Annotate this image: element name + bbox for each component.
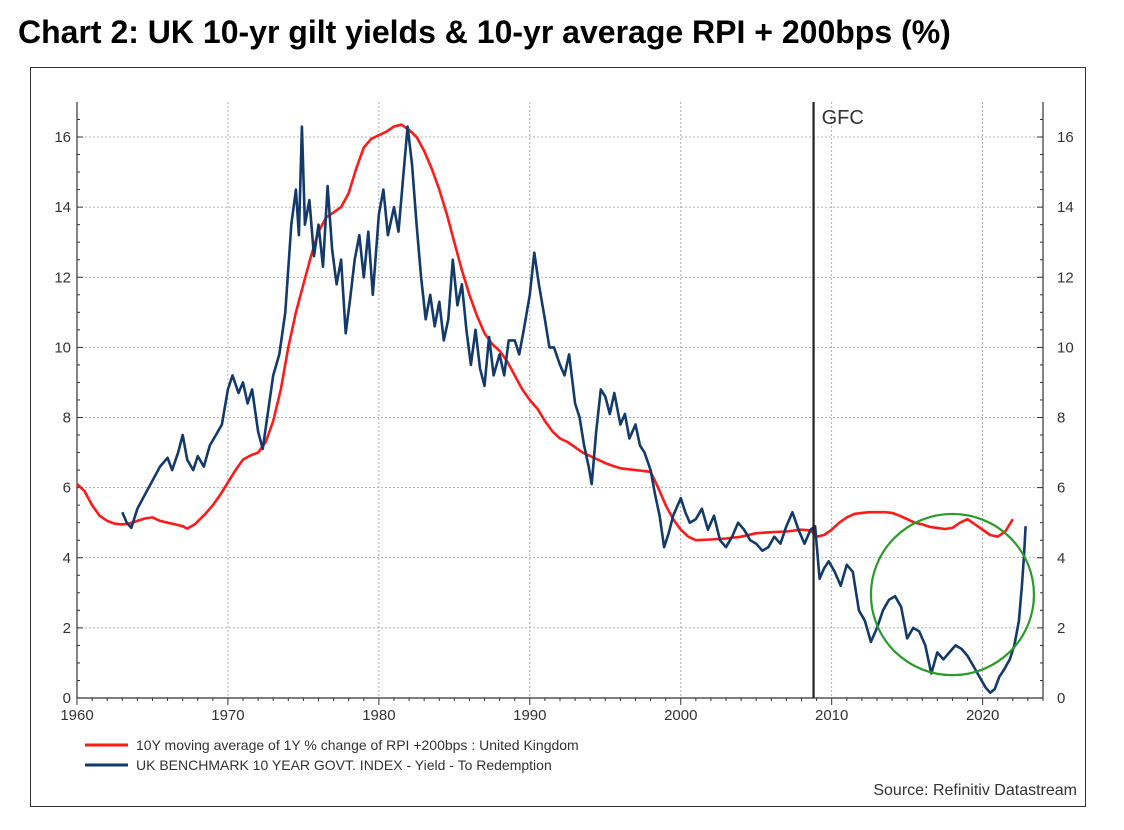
ticks: 0 0 2 2 4 4 6 6 8 8 10 10 12 12 14 14 16 16 1960 1970 1980 19… — [54, 118, 1074, 724]
y-tick-label-left: 2 — [63, 620, 71, 637]
series-line-rpi — [76, 123, 1014, 542]
y-tick-label-left: 14 — [54, 199, 71, 216]
x-tick-label: 1960 — [60, 707, 93, 724]
y-tick-label-left: 4 — [63, 550, 71, 567]
series — [76, 123, 1027, 694]
chart-title: Chart 2: UK 10-yr gilt yields & 10-yr av… — [18, 14, 951, 50]
x-tick-label: 2010 — [815, 707, 848, 724]
y-tick-label-left: 6 — [63, 480, 71, 497]
x-tick-label: 1970 — [211, 707, 244, 724]
y-tick-label-left: 8 — [63, 410, 71, 427]
y-tick-label-right: 16 — [1057, 129, 1074, 146]
annotations: GFC — [812, 102, 1036, 698]
y-tick-label-left: 0 — [63, 690, 71, 707]
highlight-circle — [869, 512, 1036, 677]
source-note: Source: Refinitiv Datastream — [873, 782, 1077, 799]
axes — [76, 102, 1044, 699]
series-line-gilt — [121, 125, 1027, 694]
legend-label-gilt: UK BENCHMARK 10 YEAR GOVT. INDEX - Yield… — [136, 757, 552, 773]
x-tick-label: 2020 — [966, 707, 999, 724]
y-tick-label-left: 16 — [54, 129, 71, 146]
x-tick-label: 1980 — [362, 707, 395, 724]
y-tick-label-right: 0 — [1057, 690, 1065, 707]
y-tick-label-left: 12 — [54, 269, 71, 286]
grid — [77, 102, 1043, 698]
y-tick-label-right: 4 — [1057, 550, 1065, 567]
y-tick-label-right: 8 — [1057, 410, 1065, 427]
legend-label-rpi: 10Y moving average of 1Y % change of RPI… — [136, 737, 579, 753]
y-tick-label-right: 2 — [1057, 620, 1065, 637]
y-tick-label-left: 10 — [54, 339, 71, 356]
chart-frame — [30, 67, 1086, 807]
x-tick-label: 2000 — [664, 707, 697, 724]
legend: 10Y moving average of 1Y % change of RPI… — [85, 737, 579, 773]
y-tick-label-right: 10 — [1057, 339, 1074, 356]
gfc-label: GFC — [822, 107, 864, 129]
y-tick-label-right: 6 — [1057, 480, 1065, 497]
y-tick-label-right: 12 — [1057, 269, 1074, 286]
x-tick-label: 1990 — [513, 707, 546, 724]
y-tick-label-right: 14 — [1057, 199, 1074, 216]
